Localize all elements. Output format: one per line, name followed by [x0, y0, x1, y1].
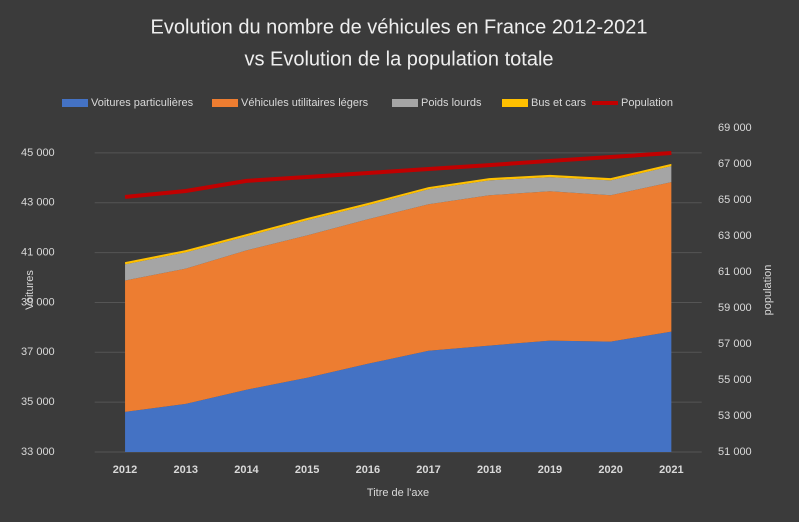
y-axis-label: Voitures: [24, 270, 36, 310]
legend-swatch: [502, 99, 528, 107]
legend-swatch: [212, 99, 238, 107]
y2-tick-label: 63 000: [718, 230, 752, 242]
legend-swatch: [392, 99, 418, 107]
y2-tick-label: 65 000: [718, 194, 752, 206]
y-tick-label: 37 000: [21, 346, 55, 358]
legend-label: Population: [621, 97, 673, 109]
y2-tick-label: 67 000: [718, 158, 752, 170]
area: [125, 166, 672, 281]
y2-tick-label: 55 000: [718, 374, 752, 386]
legend-label: Bus et cars: [531, 97, 587, 109]
y2-axis-label: population: [762, 265, 774, 316]
legend-swatch: [62, 99, 88, 107]
y-tick-label: 41 000: [21, 247, 55, 259]
y2-tick-label: 61 000: [718, 266, 752, 278]
x-tick-label: 2020: [598, 464, 622, 476]
legend-label: Voitures particulières: [91, 97, 194, 109]
x-tick-label: 2014: [234, 464, 259, 476]
x-tick-label: 2013: [174, 464, 198, 476]
x-tick-label: 2021: [659, 464, 683, 476]
x-axis-label: Titre de l'axe: [367, 487, 429, 499]
x-tick-label: 2015: [295, 464, 319, 476]
area: [125, 182, 672, 412]
y-tick-label: 33 000: [21, 446, 55, 458]
chart-title: Evolution du nombre de véhicules en Fran…: [151, 16, 648, 38]
x-tick-label: 2012: [113, 464, 137, 476]
y-tick-label: 39 000: [21, 296, 55, 308]
line: [124, 151, 672, 199]
x-tick-label: 2016: [356, 464, 380, 476]
area: [125, 331, 672, 452]
y-tick-label: 35 000: [21, 396, 55, 408]
y2-tick-label: 53 000: [718, 410, 752, 422]
y2-tick-label: 59 000: [718, 302, 752, 314]
legend-label: Véhicules utilitaires légers: [241, 97, 369, 109]
x-tick-label: 2018: [477, 464, 501, 476]
y-tick-label: 43 000: [21, 197, 55, 209]
x-tick-label: 2019: [538, 464, 562, 476]
y2-tick-label: 69 000: [718, 122, 752, 134]
legend-label: Poids lourds: [421, 97, 482, 109]
y-tick-label: 45 000: [21, 147, 55, 159]
chart-subtitle: vs Evolution de la population totale: [244, 48, 553, 70]
x-tick-label: 2017: [416, 464, 440, 476]
y2-tick-label: 57 000: [718, 338, 752, 350]
y2-tick-label: 51 000: [718, 446, 752, 458]
